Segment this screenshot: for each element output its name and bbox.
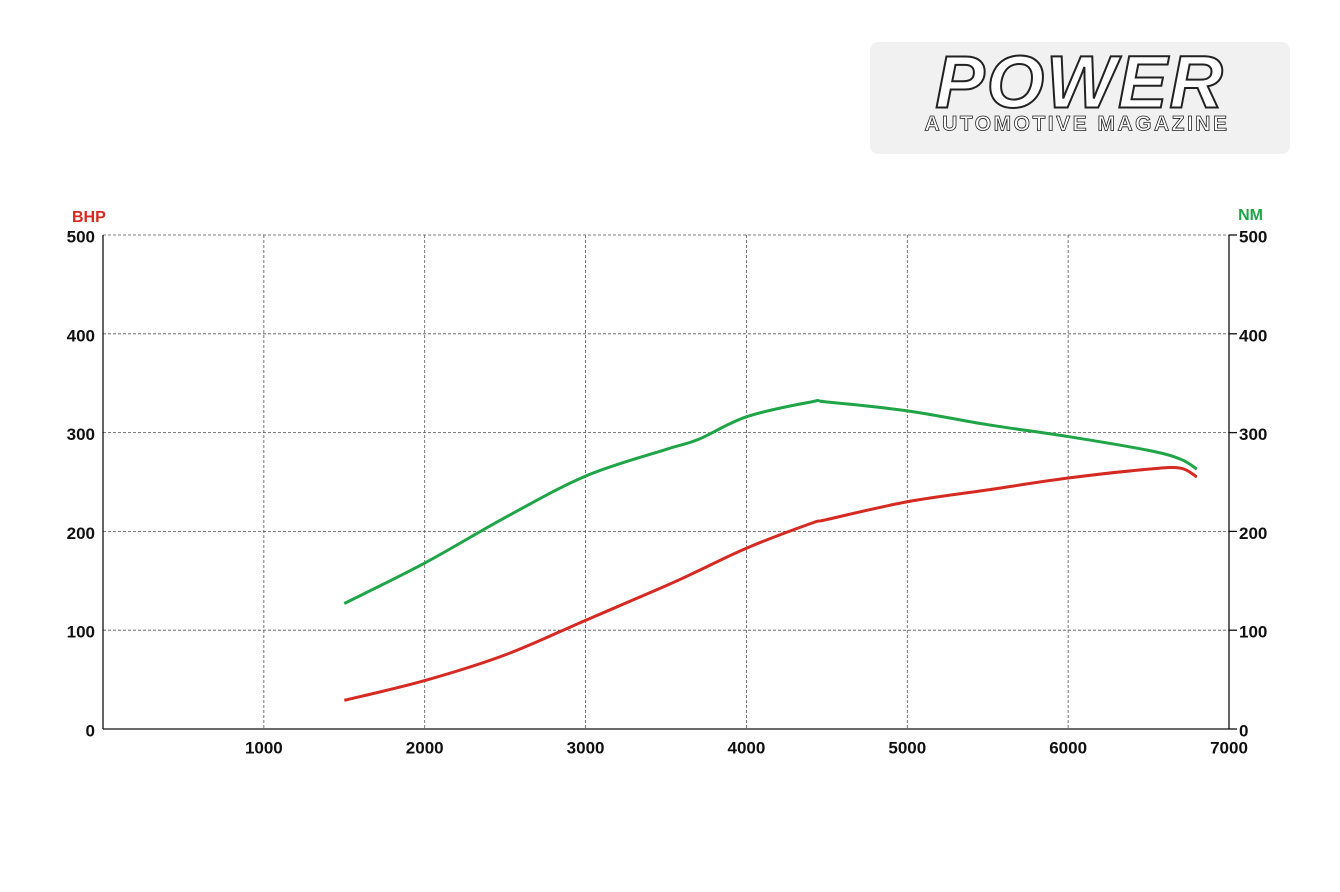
y2-tick-label: 100 [1239, 623, 1267, 642]
y-axis-title: BHP [72, 209, 106, 226]
x-tick-label: 1000 [245, 738, 283, 757]
x-tick-label: 3000 [567, 738, 605, 757]
y-tick-label: 500 [67, 227, 95, 246]
y-tick-label: 300 [67, 425, 95, 444]
y2-axis-title: NM [1238, 207, 1263, 224]
y2-tick-label: 200 [1239, 524, 1267, 543]
logo-title: POWER [935, 41, 1225, 124]
y-tick-label: 200 [67, 524, 95, 543]
x-tick-label: 6000 [1049, 738, 1087, 757]
x-tick-label: 2000 [406, 738, 444, 757]
y2-tick-label: 0 [1239, 721, 1248, 740]
y-tick-label: 100 [67, 623, 95, 642]
y-tick-label: 0 [86, 721, 95, 740]
y2-tick-label: 500 [1239, 227, 1267, 246]
y2-tick-label: 400 [1239, 326, 1267, 345]
x-tick-label: 4000 [728, 738, 766, 757]
series-line [343, 465, 1198, 702]
x-tick-label: 5000 [888, 738, 926, 757]
x-tick-label: 7000 [1210, 738, 1248, 757]
y2-tick-label: 300 [1239, 425, 1267, 444]
logo-subtitle: AUTOMOTIVE MAGAZINE [925, 113, 1230, 136]
series-line [343, 398, 1198, 605]
logo-backdrop [870, 42, 1290, 154]
y-tick-label: 400 [67, 326, 95, 345]
